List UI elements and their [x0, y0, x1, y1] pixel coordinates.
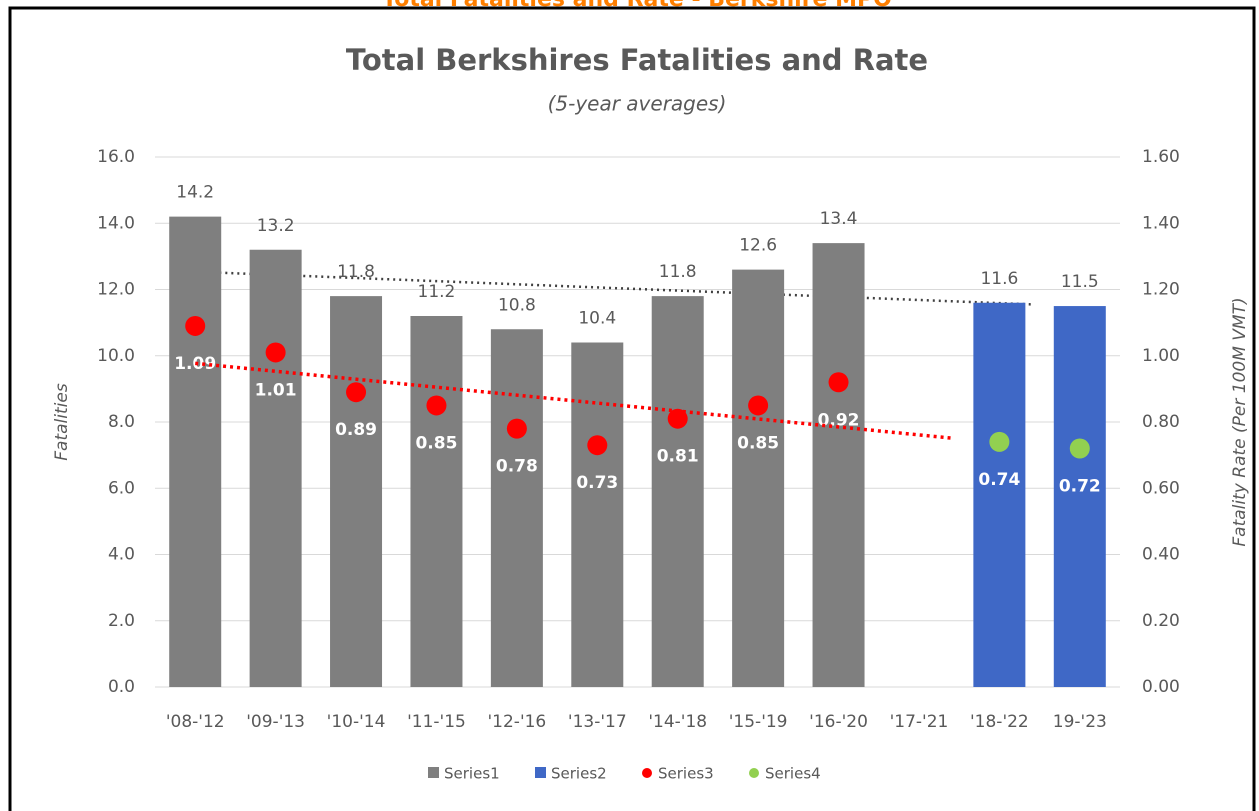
rate-dot	[1069, 438, 1090, 459]
bar	[330, 296, 383, 687]
legend-swatch	[428, 767, 439, 778]
bar	[571, 342, 624, 687]
x-tick-label: 19-'23	[1053, 712, 1107, 732]
bar-label: 11.8	[659, 262, 697, 282]
y-tick-label: 12.0	[97, 280, 135, 300]
y2-tick-label: 1.40	[1142, 213, 1180, 233]
bar	[410, 316, 463, 687]
rate-dot	[748, 395, 769, 416]
y-tick-label: 16.0	[97, 147, 135, 167]
legend-swatch	[535, 767, 546, 778]
bar	[651, 296, 704, 687]
y-tick-label: 4.0	[108, 545, 135, 565]
x-tick-label: '08-'12	[166, 712, 225, 732]
bar-label: 11.5	[1061, 272, 1099, 292]
rate-label: 0.73	[576, 473, 618, 493]
bar-label: 10.4	[578, 309, 616, 329]
rate-label: 0.85	[415, 433, 457, 453]
rate-dot	[587, 435, 608, 456]
y2-tick-label: 0.80	[1142, 412, 1180, 432]
legend-label: Series1	[444, 765, 500, 783]
bar-label: 12.6	[739, 236, 777, 256]
x-tick-label: '11-'15	[407, 712, 466, 732]
rate-label: 0.81	[657, 447, 699, 467]
y2-tick-label: 1.20	[1142, 280, 1180, 300]
bar	[169, 216, 222, 687]
y2-tick-label: 0.40	[1142, 545, 1180, 565]
trendline	[195, 361, 952, 440]
legend-label: Series3	[658, 765, 714, 783]
x-tick-label: '12-'16	[488, 712, 547, 732]
y2-tick-label: 0.60	[1142, 478, 1180, 498]
y2-axis-label: Fatality Rate (Per 100M VMT)	[1230, 297, 1250, 546]
rate-label: 0.89	[335, 420, 377, 440]
legend-label: Series4	[765, 765, 821, 783]
bar-label: 13.2	[257, 216, 295, 236]
bar	[973, 302, 1026, 687]
x-tick-label: '17-'21	[890, 712, 949, 732]
rate-label: 0.85	[737, 433, 779, 453]
rate-dot	[506, 418, 527, 439]
y-axis-label: Fatalities	[52, 383, 72, 461]
x-tick-label: '10-'14	[327, 712, 386, 732]
rate-label: 0.92	[818, 410, 860, 430]
x-tick-label: '16-'20	[809, 712, 868, 732]
bar-label: 11.8	[337, 262, 375, 282]
legend-swatch	[642, 768, 652, 778]
rate-dot	[426, 395, 447, 416]
x-tick-label: '09-'13	[246, 712, 305, 732]
rate-dot	[265, 342, 286, 363]
chart-title: Total Berkshires Fatalities and Rate	[346, 43, 928, 77]
y-tick-label: 8.0	[108, 412, 135, 432]
rate-dot	[828, 372, 849, 393]
rate-dot	[667, 408, 688, 429]
rate-label: 0.74	[978, 470, 1020, 490]
y-tick-label: 10.0	[97, 346, 135, 366]
y2-tick-label: 1.00	[1142, 346, 1180, 366]
rate-dot	[346, 382, 367, 403]
y-tick-label: 2.0	[108, 611, 135, 631]
x-tick-label: '13-'17	[568, 712, 627, 732]
bar	[490, 329, 543, 687]
rate-dot	[185, 315, 206, 336]
bar-label: 11.2	[418, 282, 456, 302]
y2-tick-label: 0.00	[1142, 677, 1180, 697]
x-tick-label: '18-'22	[970, 712, 1029, 732]
bar	[732, 269, 785, 687]
x-tick-label: '15-'19	[729, 712, 788, 732]
bar-label: 13.4	[820, 209, 858, 229]
bar	[249, 249, 302, 687]
x-tick-label: '14-'18	[648, 712, 707, 732]
bar	[812, 243, 865, 687]
y-tick-label: 6.0	[108, 478, 135, 498]
page-header: Total Fatalities and Rate - Berkshire MP…	[382, 0, 892, 12]
rate-dot	[989, 431, 1010, 452]
y-tick-label: 0.0	[108, 677, 135, 697]
legend-swatch	[749, 768, 759, 778]
bar-label: 14.2	[176, 183, 214, 203]
legend-label: Series2	[551, 765, 607, 783]
bar	[1053, 306, 1106, 687]
y2-tick-label: 0.20	[1142, 611, 1180, 631]
rate-label: 0.78	[496, 457, 538, 477]
bar-label: 11.6	[980, 269, 1018, 289]
y2-tick-label: 1.60	[1142, 147, 1180, 167]
bar-label: 10.8	[498, 295, 536, 315]
y-tick-label: 14.0	[97, 213, 135, 233]
chart-subtitle: (5-year averages)	[548, 92, 727, 116]
rate-label: 1.01	[255, 380, 297, 400]
rate-label: 0.72	[1059, 477, 1101, 497]
